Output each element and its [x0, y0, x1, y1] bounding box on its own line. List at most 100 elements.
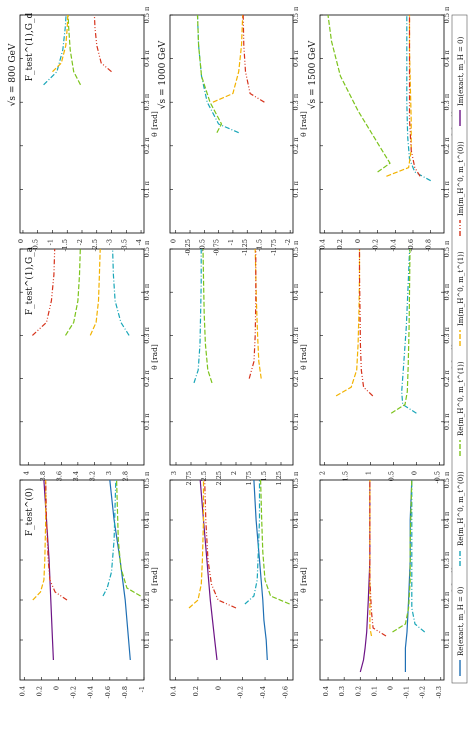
- ytick-label: 0.4: [170, 686, 178, 696]
- xtick-label: 0.4 π: [292, 50, 300, 67]
- ytick-label: 0.5: [387, 471, 395, 481]
- panel-6: 0 -0.25 -0.5 -0.75 -1 -1.25 -1.5 -1.75 -2 0.1 π 0.…: [157, 6, 308, 256]
- ytick-label: 0.3: [338, 686, 346, 696]
- series-line: [109, 479, 131, 661]
- series-line: [31, 248, 56, 336]
- ytick-label: 0.4: [318, 239, 326, 249]
- ytick-label: -0.5: [198, 239, 206, 252]
- ytick-label: 1.75: [245, 471, 253, 485]
- ytick-label: 0: [214, 686, 222, 690]
- xtick-label: 0.5 π: [292, 6, 300, 23]
- ytick-label: 2: [319, 471, 327, 475]
- series-line: [335, 249, 361, 397]
- xtick-label: 0.1 π: [292, 413, 300, 430]
- xtick-label: 0.5 π: [143, 6, 151, 23]
- panel-frame: [319, 479, 445, 681]
- xtick-label: 0.4 π: [292, 283, 300, 300]
- panel-title: F_test^(0): [24, 488, 35, 536]
- ytick-label: -3: [106, 239, 114, 245]
- xtick-label: 0.5 π: [443, 471, 451, 488]
- xtick-label: 0.2 π: [443, 137, 451, 154]
- ytick-label: -0.6: [104, 686, 112, 699]
- panel-5: 1.25 1.5 1.75 2 2.25 2.5 2.75 3 0.1 π 0.2 π 0.3 π 0…: [169, 240, 308, 485]
- series-line: [67, 14, 82, 86]
- xtick-label: 0.4 π: [143, 50, 151, 67]
- energy-label: √s = 1000 GeV: [157, 40, 168, 109]
- ytick-label: -1.75: [270, 239, 278, 256]
- ytick-label: -0.2: [372, 239, 380, 252]
- panel-title: F_test^(1),G_d: [24, 13, 35, 82]
- xtick-label: 0.1 π: [143, 413, 151, 430]
- ytick-label: -0.5: [433, 471, 441, 484]
- xtick-label: 0.3 π: [292, 93, 300, 110]
- xtick-label: 0.1 π: [292, 631, 300, 648]
- ytick-label: 0: [17, 239, 25, 243]
- series-line: [52, 14, 69, 73]
- series-line: [390, 248, 411, 414]
- ytick-label: -2: [76, 239, 84, 245]
- xtick-label: 0.2 π: [143, 591, 151, 608]
- ytick-label: -4: [135, 239, 143, 245]
- series-line: [102, 479, 117, 597]
- legend-frame: [451, 14, 468, 684]
- ytick-label: 3.6: [55, 471, 63, 481]
- xaxis-label: θ [rad]: [150, 344, 159, 370]
- panel-frame: [169, 14, 294, 234]
- ytick-label: -0.2: [70, 686, 78, 699]
- xtick-label: 0.5 π: [443, 240, 451, 257]
- series-line: [93, 14, 112, 73]
- panel-frame: [19, 14, 145, 234]
- ytick-label: -0.3: [435, 686, 443, 699]
- xtick-label: 0.2 π: [292, 370, 300, 387]
- xtick-label: 0.3 π: [143, 551, 151, 568]
- ytick-label: -0.6: [281, 686, 289, 699]
- ytick-label: -1.5: [61, 239, 69, 252]
- panel-frame: [19, 248, 145, 466]
- ytick-label: 2.25: [215, 471, 223, 485]
- panel-7: -0.3 -0.2 -0.1 0 0.1 0.2 0.3 0.4 0.1 π 0.2 π 0.3 π…: [319, 471, 459, 699]
- xaxis-label: θ [rad]: [299, 344, 308, 370]
- ytick-label: -0.8: [425, 239, 433, 252]
- ytick-label: 0.2: [192, 686, 200, 696]
- panel-frame: [19, 479, 145, 681]
- xtick-label: 0.2 π: [443, 370, 451, 387]
- ytick-label: 2.5: [200, 471, 208, 481]
- series-line: [204, 479, 237, 609]
- ytick-label: -2.5: [91, 239, 99, 252]
- xaxis-label: θ [rad]: [150, 567, 159, 593]
- ytick-label: 2.8: [121, 471, 129, 481]
- ytick-label: -0.8: [121, 686, 129, 699]
- xtick-label: 0.5 π: [443, 6, 451, 23]
- xtick-label: 0.5 π: [143, 240, 151, 257]
- ytick-label: 3: [170, 471, 178, 475]
- xaxis-label: θ [rad]: [299, 111, 308, 137]
- ytick-label: 0.1: [370, 686, 378, 696]
- xtick-label: 0.2 π: [443, 591, 451, 608]
- panel-3: 0 -0.5 -1 -1.5 -2 -2.5 -3 -3.5 -4 0.1 π 0.2 π 0.3 π…: [7, 6, 159, 252]
- series-line: [43, 14, 67, 86]
- series-line: [212, 14, 244, 103]
- ytick-label: -0.75: [213, 239, 221, 256]
- xtick-label: 0.4 π: [143, 283, 151, 300]
- xtick-label: 0.2 π: [143, 370, 151, 387]
- xtick-label: 0.1 π: [443, 631, 451, 648]
- ytick-label: 0.2: [354, 686, 362, 696]
- panel-4: -0.6 -0.4 -0.2 0 0.2 0.4 0.1 π 0.2 π 0.3 π 0.4 π 0…: [170, 471, 308, 699]
- ytick-label: 0.2: [336, 239, 344, 249]
- xtick-label: 0.1 π: [143, 180, 151, 197]
- xtick-label: 0.5 π: [292, 240, 300, 257]
- series-line: [369, 480, 387, 637]
- ytick-label: 1.5: [342, 471, 350, 481]
- panel-frame: [169, 479, 294, 681]
- ytick-label: 0: [410, 471, 418, 475]
- panel-frame: [169, 248, 294, 466]
- ytick-label: 1.5: [260, 471, 268, 481]
- legend-label: Im(exact, m_H = 0): [457, 36, 465, 106]
- series-line: [244, 480, 261, 605]
- xtick-label: 0.2 π: [292, 591, 300, 608]
- ytick-label: -0.25: [184, 239, 192, 256]
- xtick-label: 0.4 π: [292, 511, 300, 528]
- series-line: [116, 479, 141, 597]
- xtick-label: 0.5 π: [292, 471, 300, 488]
- ytick-label: -1: [46, 239, 54, 245]
